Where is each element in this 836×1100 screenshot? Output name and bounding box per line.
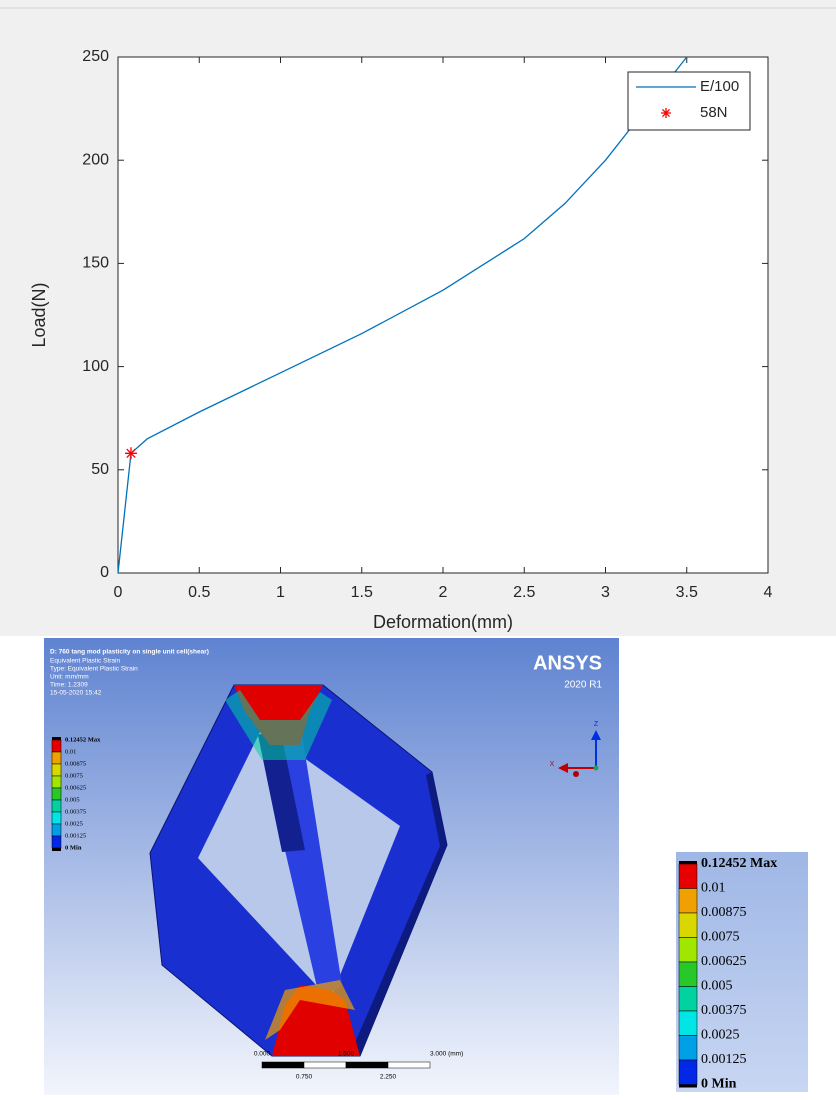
ansys-view: D: 760 tang mod plasticity on single uni… <box>44 638 808 1095</box>
legend-label: 0.00125 <box>701 1052 747 1067</box>
triad-label: Z <box>594 721 599 728</box>
legend-min-bar <box>679 1085 697 1088</box>
x-tick-label: 2.5 <box>513 584 535 601</box>
x-tick-label: 2 <box>439 584 448 601</box>
legend-label: 0.0025 <box>701 1028 740 1043</box>
legend-swatch <box>52 776 61 788</box>
legend-label: 0.00375 <box>701 1003 747 1018</box>
legend-label: 0.01 <box>65 748 76 755</box>
legend-label: 0.00875 <box>701 905 747 920</box>
scale-label: 0.000 <box>254 1051 271 1058</box>
legend-label: 0.00125 <box>65 832 86 839</box>
x-tick-label: 0 <box>114 584 123 601</box>
legend-label: 0.12452 Max <box>65 736 101 743</box>
legend-label: 0.01 <box>701 881 726 896</box>
scale-label: 3.000 (mm) <box>430 1051 463 1058</box>
legend-label: 0.00625 <box>65 784 86 791</box>
legend-swatch <box>52 752 61 764</box>
legend-swatch <box>52 764 61 776</box>
data-point <box>125 447 137 459</box>
legend-swatch <box>679 987 697 1012</box>
legend-label: 0.0075 <box>701 930 740 945</box>
legend-min-bar <box>52 848 61 851</box>
scale-label: 0.750 <box>296 1074 313 1081</box>
scale-segment <box>304 1062 346 1068</box>
legend-label: 0.00875 <box>65 760 86 767</box>
legend-max-bar <box>52 737 61 740</box>
legend-marker <box>661 108 671 118</box>
ansys-version: 2020 R1 <box>564 680 602 691</box>
x-tick-label: 1.5 <box>351 584 373 601</box>
x-tick-label: 3 <box>601 584 610 601</box>
legend-label: 58N <box>700 104 728 121</box>
ansys-info: Type: Equivalent Plastic Strain <box>50 666 138 673</box>
legend-swatch <box>679 1011 697 1036</box>
x-tick-label: 1 <box>276 584 285 601</box>
legend-label: 0.00625 <box>701 954 747 969</box>
ansys-logo: ANSYS <box>533 652 602 674</box>
ansys-title: D: 760 tang mod plasticity on single uni… <box>50 649 209 656</box>
x-tick-label: 3.5 <box>676 584 698 601</box>
legend-swatch <box>52 800 61 812</box>
y-axis-label: Load(N) <box>29 282 49 347</box>
ansys-info: 15-05-2020 15:42 <box>50 690 102 697</box>
legend-label: E/100 <box>700 78 739 95</box>
legend-label: 0.005 <box>65 796 80 803</box>
scale-segment <box>262 1062 304 1068</box>
legend-swatch <box>679 1036 697 1061</box>
legend-label: 0.005 <box>701 979 733 994</box>
ansys-info: Unit: mm/mm <box>50 674 89 681</box>
legend-label: 0.0075 <box>65 772 83 779</box>
scale-label: 1.500 <box>338 1051 355 1058</box>
legend-swatch <box>52 836 61 848</box>
legend-swatch <box>52 812 61 824</box>
page: Deformation(mm) Load(N) 0 0.5 1 1.5 2 2.5 3 3.5… <box>0 0 836 1100</box>
ansys-info: Equivalent Plastic Strain <box>50 658 120 665</box>
y-tick-label: 150 <box>82 255 109 272</box>
x-axis-label: Deformation(mm) <box>373 612 513 632</box>
legend-swatch <box>52 824 61 836</box>
scale-segment <box>346 1062 388 1068</box>
legend-label: 0.00375 <box>65 808 86 815</box>
triad-y <box>573 771 579 777</box>
ansys-info: Time: 1.2309 <box>50 682 88 689</box>
triad-label: X <box>550 761 555 768</box>
y-tick-label: 250 <box>82 48 109 65</box>
legend-swatch <box>52 788 61 800</box>
legend-swatch <box>679 889 697 914</box>
legend-label: 0 Min <box>701 1077 737 1092</box>
legend-swatch <box>679 913 697 938</box>
scale-label: 2.250 <box>380 1074 397 1081</box>
legend-max-bar <box>679 861 697 864</box>
y-tick-label: 50 <box>91 461 109 478</box>
legend-swatch <box>679 962 697 987</box>
legend-swatch <box>52 740 61 752</box>
legend-swatch <box>679 938 697 963</box>
figure: Deformation(mm) Load(N) 0 0.5 1 1.5 2 2.5 3 3.5… <box>0 0 836 1095</box>
y-tick-label: 0 <box>100 564 109 581</box>
legend-label: 0.12452 Max <box>701 856 777 871</box>
x-tick-label: 4 <box>764 584 773 601</box>
scale-segment <box>388 1062 430 1068</box>
x-tick-label: 0.5 <box>188 584 210 601</box>
y-tick-label: 200 <box>82 151 109 168</box>
legend-swatch <box>679 1060 697 1085</box>
legend-label: 0.0025 <box>65 820 83 827</box>
y-tick-label: 100 <box>82 358 109 375</box>
plot-area <box>118 57 768 573</box>
legend-swatch <box>679 864 697 889</box>
triad-origin <box>594 766 599 771</box>
legend-label: 0 Min <box>65 844 82 851</box>
